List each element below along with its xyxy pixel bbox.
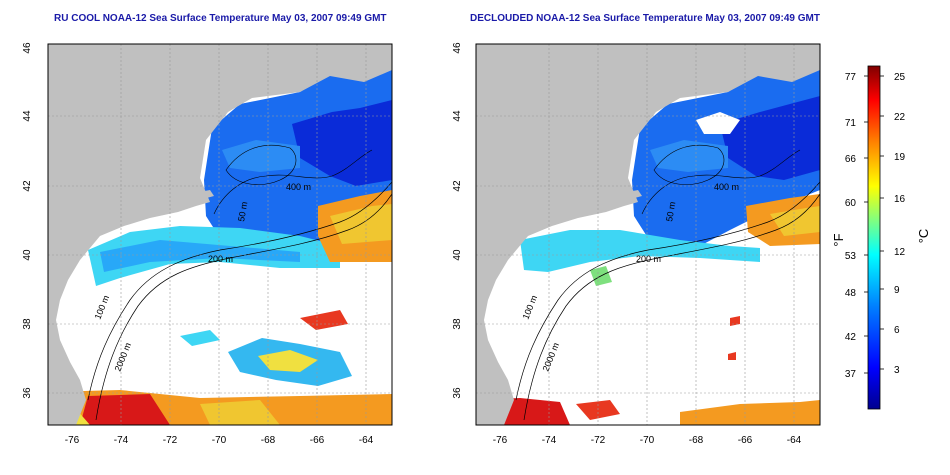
left-lon-tick: -72 (163, 435, 178, 446)
left-lat-axis: 46 44 42 40 38 36 (22, 42, 33, 399)
right-map-panel: 200 m 400 m 2000 m 100 m 50 m -76 -74 -7… (452, 42, 821, 446)
colorbar-f-tick: 42 (845, 332, 857, 343)
right-label-200m: 200 m (636, 254, 661, 264)
right-lon-tick: -64 (787, 435, 802, 446)
colorbar-fahrenheit-label: °F (831, 233, 846, 246)
right-lat-tick: 44 (452, 110, 463, 122)
left-south-hot-patch (80, 394, 170, 425)
left-200m-contour (87, 181, 392, 401)
right-label-50m: 50 m (664, 201, 677, 222)
left-lat-tick: 44 (22, 110, 33, 122)
colorbar-c-tick: 3 (894, 365, 900, 376)
right-label-400m: 400 m (714, 182, 739, 192)
colorbar-f-tick: 66 (845, 154, 857, 165)
left-panel-title: RU COOL NOAA-12 Sea Surface Temperature … (54, 13, 387, 24)
colorbar-f-tick: 60 (845, 198, 857, 209)
left-land-mass (48, 44, 392, 425)
left-label-50m: 50 m (236, 201, 249, 222)
right-lat-tick: 46 (452, 42, 463, 54)
colorbar: 77 71 66 60 53 48 42 37 25 22 19 16 12 9… (831, 65, 931, 410)
right-100m-contour (641, 149, 801, 215)
right-lon-tick: -72 (591, 435, 606, 446)
left-label-200m: 200 m (208, 254, 233, 264)
left-chesapeake-bay (94, 298, 108, 330)
left-100m-contour (213, 149, 373, 215)
right-lon-tick: -70 (640, 435, 655, 446)
colorbar-tick-marks (864, 75, 884, 374)
left-offshore-patch-3 (300, 310, 348, 330)
left-shelf-inner-sst (100, 240, 300, 272)
colorbar-c-tick: 22 (894, 112, 906, 123)
colorbar-fahrenheit-ticks: 77 71 66 60 53 48 42 37 (845, 72, 857, 380)
right-lon-tick: -66 (738, 435, 753, 446)
right-lat-tick: 40 (452, 249, 463, 261)
right-lat-tick: 42 (452, 180, 463, 192)
left-map-frame (47, 43, 393, 426)
right-lat-axis: 46 44 42 40 38 36 (452, 42, 463, 399)
right-2000m-contour (523, 193, 820, 421)
left-lon-tick: -70 (212, 435, 227, 446)
left-lat-tick: 36 (22, 387, 33, 399)
left-lat-tick: 38 (22, 318, 33, 330)
right-cape-cod (606, 190, 642, 204)
right-red-speck-1 (730, 316, 740, 326)
left-georges-bank-sst (222, 140, 300, 172)
left-map-panel: 200 m 400 m 2000 m 100 m 50 m -76 -74 -7… (22, 42, 393, 446)
right-chesapeake-bay (522, 298, 536, 330)
colorbar-celsius-ticks: 25 22 19 16 12 9 6 3 (894, 72, 906, 376)
colorbar-c-tick: 6 (894, 325, 900, 336)
colorbar-f-tick: 53 (845, 251, 857, 262)
right-lon-tick: -76 (493, 435, 508, 446)
colorbar-f-tick: 37 (845, 369, 857, 380)
right-map-frame (475, 43, 821, 426)
right-lon-tick: -74 (542, 435, 557, 446)
colorbar-f-tick: 77 (845, 72, 857, 83)
right-georges-bank-sst (650, 140, 728, 172)
right-south-warm-band (680, 400, 820, 425)
right-lat-tick: 36 (452, 387, 463, 399)
right-lat-tick: 38 (452, 318, 463, 330)
right-200m-contour (515, 181, 820, 401)
right-red-speck-2 (728, 352, 736, 360)
right-warm-ring-inner-sst (770, 206, 820, 236)
colorbar-celsius-label: °C (916, 229, 931, 244)
left-50m-contour (225, 144, 297, 185)
left-lon-axis: -76 -74 -72 -70 -68 -66 -64 (65, 435, 374, 446)
colorbar-f-tick: 71 (845, 118, 857, 129)
left-offshore-patch-4 (180, 330, 220, 346)
right-lon-tick: -68 (689, 435, 704, 446)
left-lon-tick: -66 (310, 435, 325, 446)
left-south-warm-patch (200, 400, 280, 425)
left-2000m-contour (95, 193, 392, 421)
left-lon-tick: -74 (114, 435, 129, 446)
left-gridlines (48, 44, 392, 425)
colorbar-c-tick: 25 (894, 72, 906, 83)
colorbar-c-tick: 12 (894, 247, 906, 258)
right-lon-axis: -76 -74 -72 -70 -68 -66 -64 (493, 435, 802, 446)
colorbar-c-tick: 19 (894, 152, 906, 163)
right-50m-contour (653, 144, 725, 185)
left-lon-tick: -68 (261, 435, 276, 446)
left-lat-tick: 46 (22, 42, 33, 54)
left-lon-tick: -64 (359, 435, 374, 446)
left-cape-cod (178, 190, 214, 204)
left-lon-tick: -76 (65, 435, 80, 446)
right-cloud-mask-1 (696, 112, 740, 134)
colorbar-c-tick: 16 (894, 194, 906, 205)
right-gridlines (476, 44, 820, 425)
right-shelf-sst (520, 230, 760, 272)
left-offshore-patch-2 (258, 350, 318, 372)
colorbar-f-tick: 48 (845, 288, 857, 299)
colorbar-c-tick: 9 (894, 285, 900, 296)
left-lat-tick: 42 (22, 180, 33, 192)
left-lat-tick: 40 (22, 249, 33, 261)
right-panel-title: DECLOUDED NOAA-12 Sea Surface Temperatur… (470, 13, 820, 24)
right-land-mass (476, 44, 820, 425)
colorbar-gradient (867, 65, 881, 410)
left-label-400m: 400 m (286, 182, 311, 192)
